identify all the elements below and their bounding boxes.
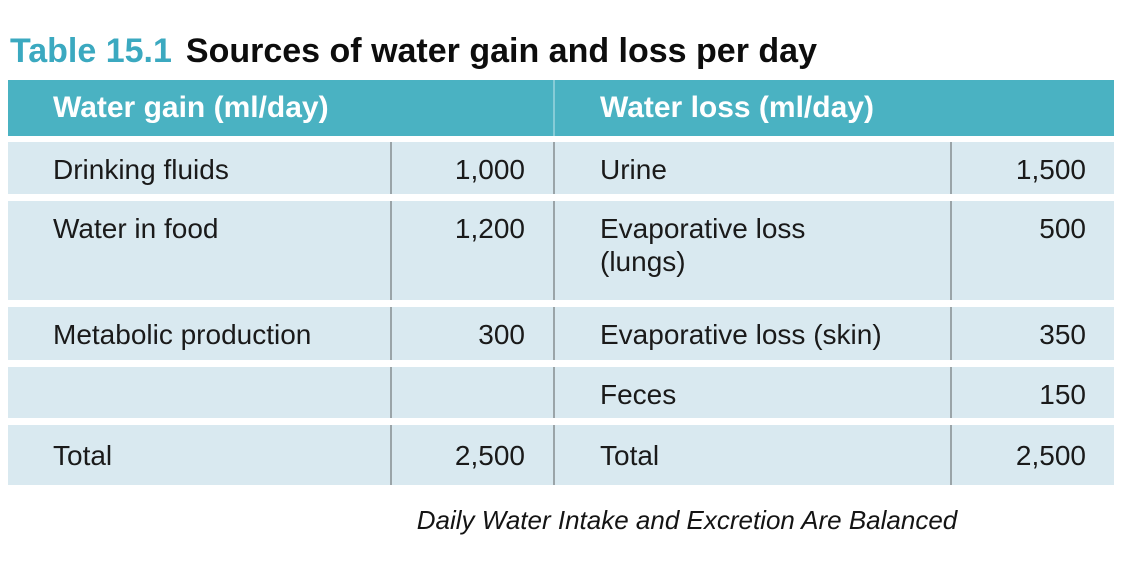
gain-total-label-cell: Total — [53, 440, 113, 471]
table-footnote: Daily Water Intake and Excretion Are Bal… — [416, 505, 958, 535]
gain-label-cell: Drinking fluids — [53, 154, 229, 185]
table-total-row: Total 2,500 Total 2,500 — [8, 425, 1114, 485]
water-balance-table: Water gain (ml/day) Water loss (ml/day) … — [8, 80, 1114, 536]
loss-value-cell: 1,500 — [950, 142, 1114, 194]
gain-label-cell: Metabolic production — [53, 319, 312, 350]
gain-value-cell: 300 — [390, 307, 553, 360]
table-title-text: Sources of water gain and loss per day — [185, 31, 817, 70]
table-header-row: Water gain (ml/day) Water loss (ml/day) — [8, 80, 1114, 136]
loss-total-value-cell: 2,500 — [950, 425, 1114, 485]
loss-value-cell: 150 — [950, 367, 1114, 418]
gain-label-cell — [8, 367, 390, 418]
table-row: Drinking fluids 1,000 Urine 1,500 — [8, 142, 1114, 194]
gain-value-cell: 1,000 — [390, 142, 553, 194]
loss-value-cell: 500 — [950, 201, 1114, 300]
water-gain-header: Water gain (ml/day) — [53, 91, 329, 124]
loss-total-label-cell: Total — [553, 425, 950, 485]
loss-label-cell: Evaporative loss (lungs) — [553, 201, 950, 300]
loss-label-cell: Urine — [553, 142, 950, 194]
gain-total-value-cell: 2,500 — [390, 425, 553, 485]
water-loss-header: Water loss (ml/day) — [553, 80, 1114, 136]
table-title: Table 15.1 Sources of water gain and los… — [10, 31, 817, 71]
loss-label-cell: Feces — [553, 367, 950, 418]
gain-label-cell: Water in food — [53, 213, 219, 244]
table-number: Table 15.1 — [10, 31, 172, 70]
table-row: Metabolic production 300 Evaporative los… — [8, 307, 1114, 360]
table-row: Water in food 1,200 Evaporative loss (lu… — [8, 201, 1114, 300]
loss-value-cell: 350 — [950, 307, 1114, 360]
gain-value-cell: 1,200 — [390, 201, 553, 300]
gain-value-cell — [390, 367, 553, 418]
loss-label-cell: Evaporative loss (skin) — [553, 307, 950, 360]
table-row: Feces 150 — [8, 367, 1114, 418]
